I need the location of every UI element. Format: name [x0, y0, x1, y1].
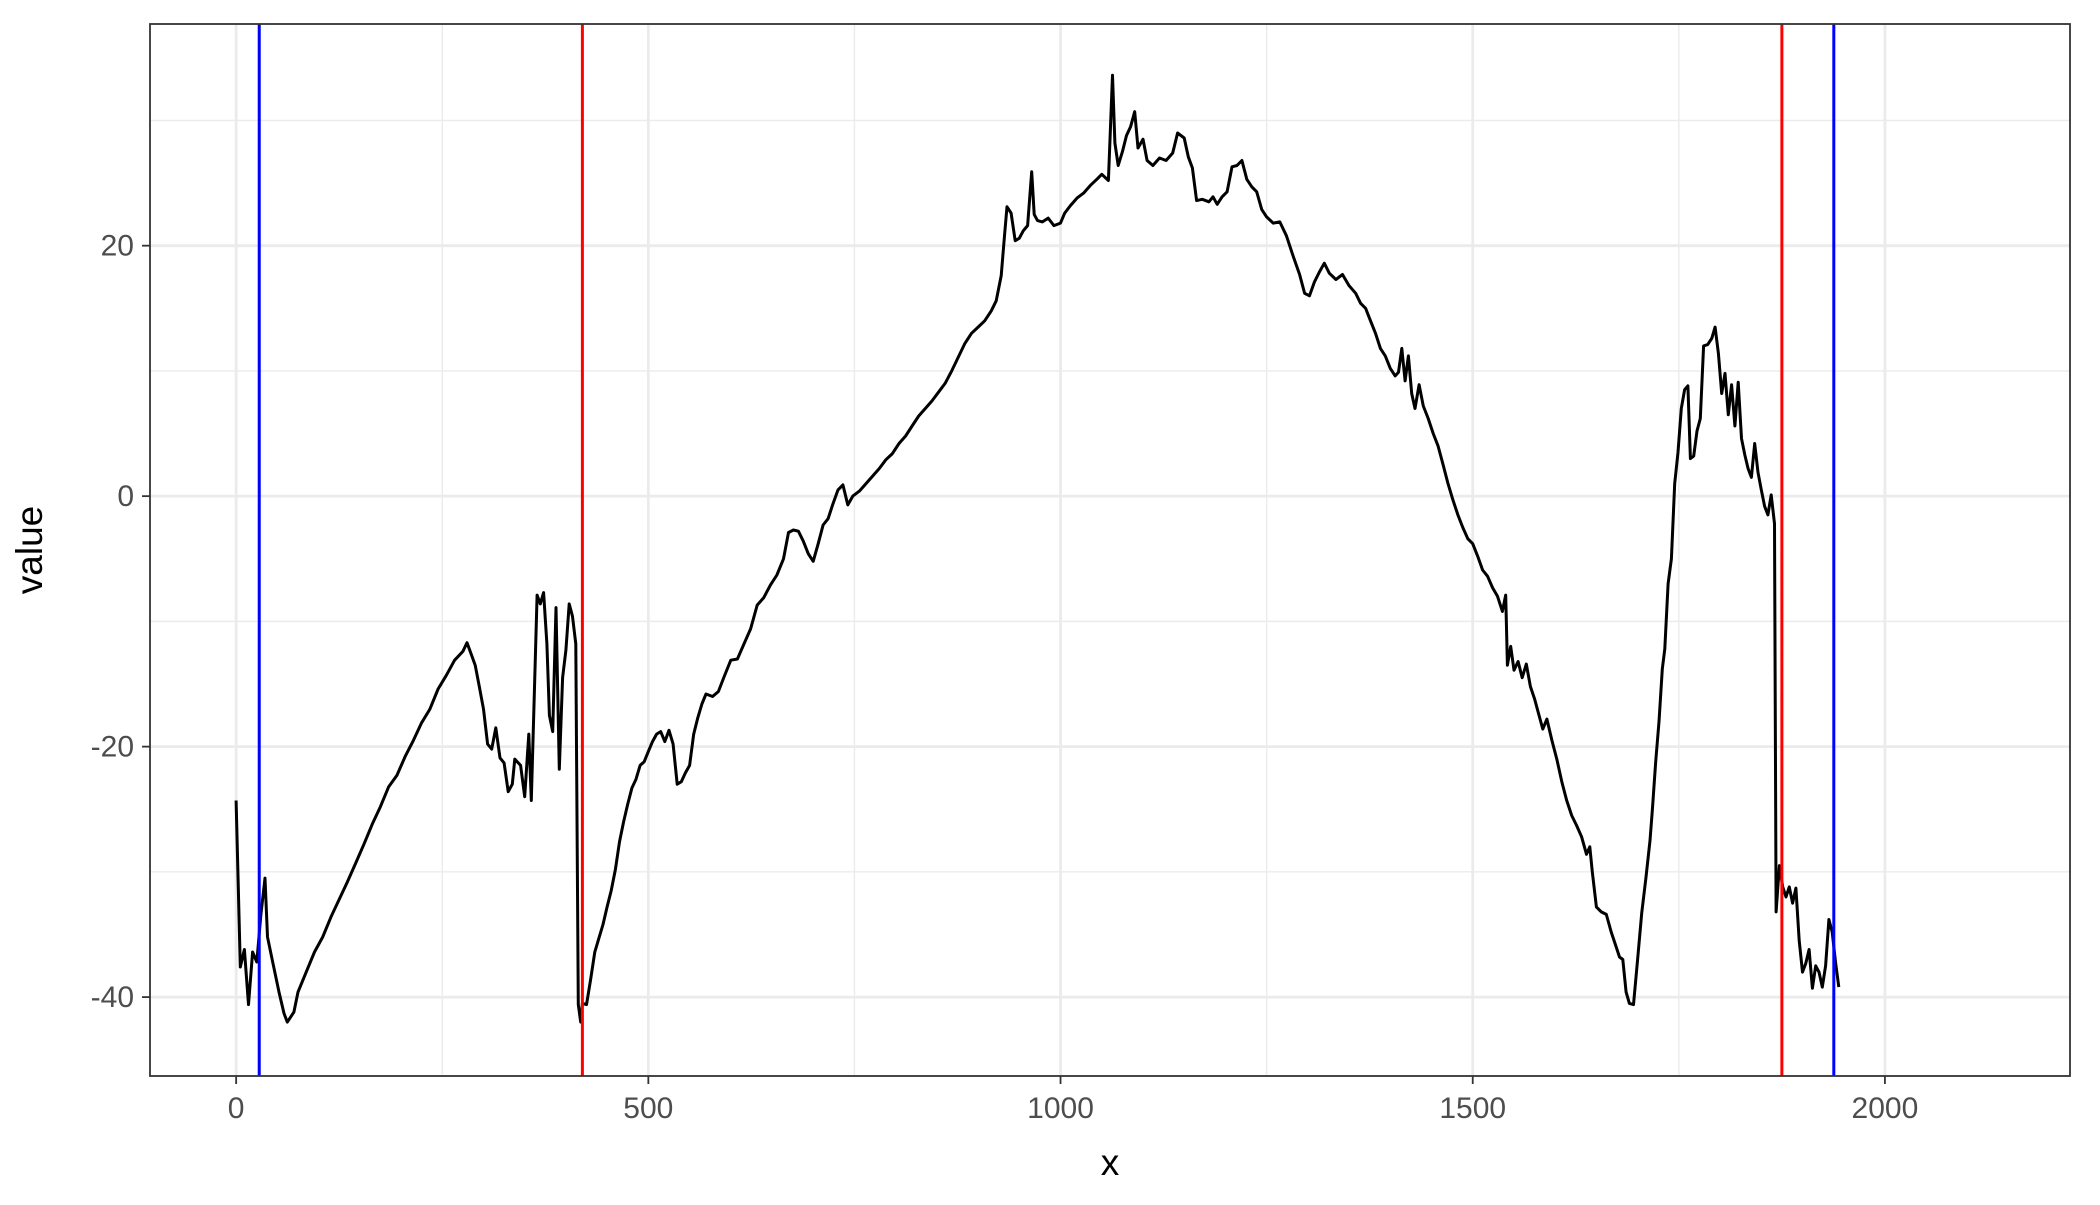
y-tick-label: -40	[91, 981, 134, 1014]
x-tick-label: 1500	[1439, 1092, 1506, 1125]
x-axis-title: x	[1101, 1142, 1120, 1183]
x-tick-label: 500	[623, 1092, 673, 1125]
series-line	[234, 73, 1841, 1024]
x-tick-label: 2000	[1852, 1092, 1919, 1125]
panel-border	[149, 23, 2071, 1077]
y-axis-title: value	[9, 506, 50, 594]
y-tick-label: -20	[91, 731, 134, 764]
tick-layer	[142, 244, 1886, 1084]
y-tick-label: 0	[117, 480, 134, 513]
x-tick-label: 0	[228, 1092, 245, 1125]
series-layer	[234, 73, 1841, 1024]
tick-label-layer: 0 500 1000 1500 2000 -40 -20 0 20	[91, 230, 1919, 1125]
y-tick-label: 20	[101, 230, 134, 263]
x-tick-label: 1000	[1027, 1092, 1094, 1125]
grid-major	[150, 24, 2070, 1076]
vline-layer	[257, 24, 1836, 1076]
grid-minor	[150, 24, 2070, 1076]
